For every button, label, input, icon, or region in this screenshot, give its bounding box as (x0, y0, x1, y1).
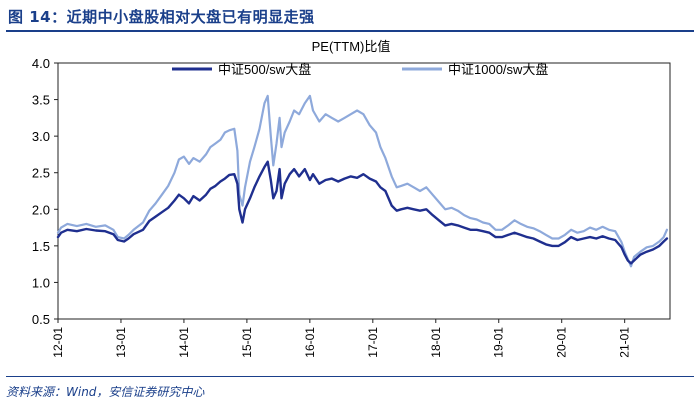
y-tick-label: 0.5 (32, 312, 50, 327)
x-tick-label: 15-01 (240, 327, 254, 358)
y-tick-label: 3.0 (32, 129, 50, 144)
source-divider (6, 376, 694, 377)
x-tick-label: 14-01 (177, 327, 191, 358)
legend: 中证500/sw大盘 中证1000/sw大盘 (172, 62, 548, 77)
x-tick-label: 21-01 (618, 327, 632, 358)
x-tick-label: 16-01 (303, 327, 317, 358)
x-axis: 12-01 13-01 14-01 15-01 16-01 17-01 18-01 19-01… (51, 319, 632, 358)
series-lines (56, 94, 669, 268)
axis-frame (57, 62, 671, 320)
x-tick-label: 13-01 (114, 327, 128, 358)
y-tick-label: 2.0 (32, 202, 50, 217)
figure-title: 图 14：近期中小盘股相对大盘已有明显走强 (8, 8, 315, 26)
x-tick-label: 18-01 (429, 327, 443, 358)
pe-ratio-chart: PE(TTM)比值 0.5 1.0 1.5 2.0 2.5 3.0 3.5 4.0 12-01… (32, 39, 671, 358)
source-note: 资料来源：Wind，安信证券研究中心 (6, 385, 205, 399)
series-line-csi500 (56, 160, 669, 265)
y-tick-label: 1.5 (32, 239, 50, 254)
x-tick-label: 20-01 (555, 327, 569, 358)
y-axis: 0.5 1.0 1.5 2.0 2.5 3.0 3.5 4.0 (32, 56, 58, 327)
y-tick-label: 3.5 (32, 93, 50, 108)
y-tick-label: 1.0 (32, 275, 50, 290)
x-tick-label: 19-01 (492, 327, 506, 358)
plot-frame (57, 62, 671, 320)
legend-label-csi500: 中证500/sw大盘 (218, 62, 311, 77)
y-tick-label: 4.0 (32, 56, 50, 71)
y-tick-label: 2.5 (32, 166, 50, 181)
legend-label-csi1000: 中证1000/sw大盘 (448, 62, 548, 77)
x-tick-label: 17-01 (366, 327, 380, 358)
title-divider (6, 30, 694, 32)
x-tick-label: 12-01 (51, 327, 65, 358)
chart-title: PE(TTM)比值 (312, 39, 391, 54)
series-line-csi1000 (56, 94, 668, 268)
